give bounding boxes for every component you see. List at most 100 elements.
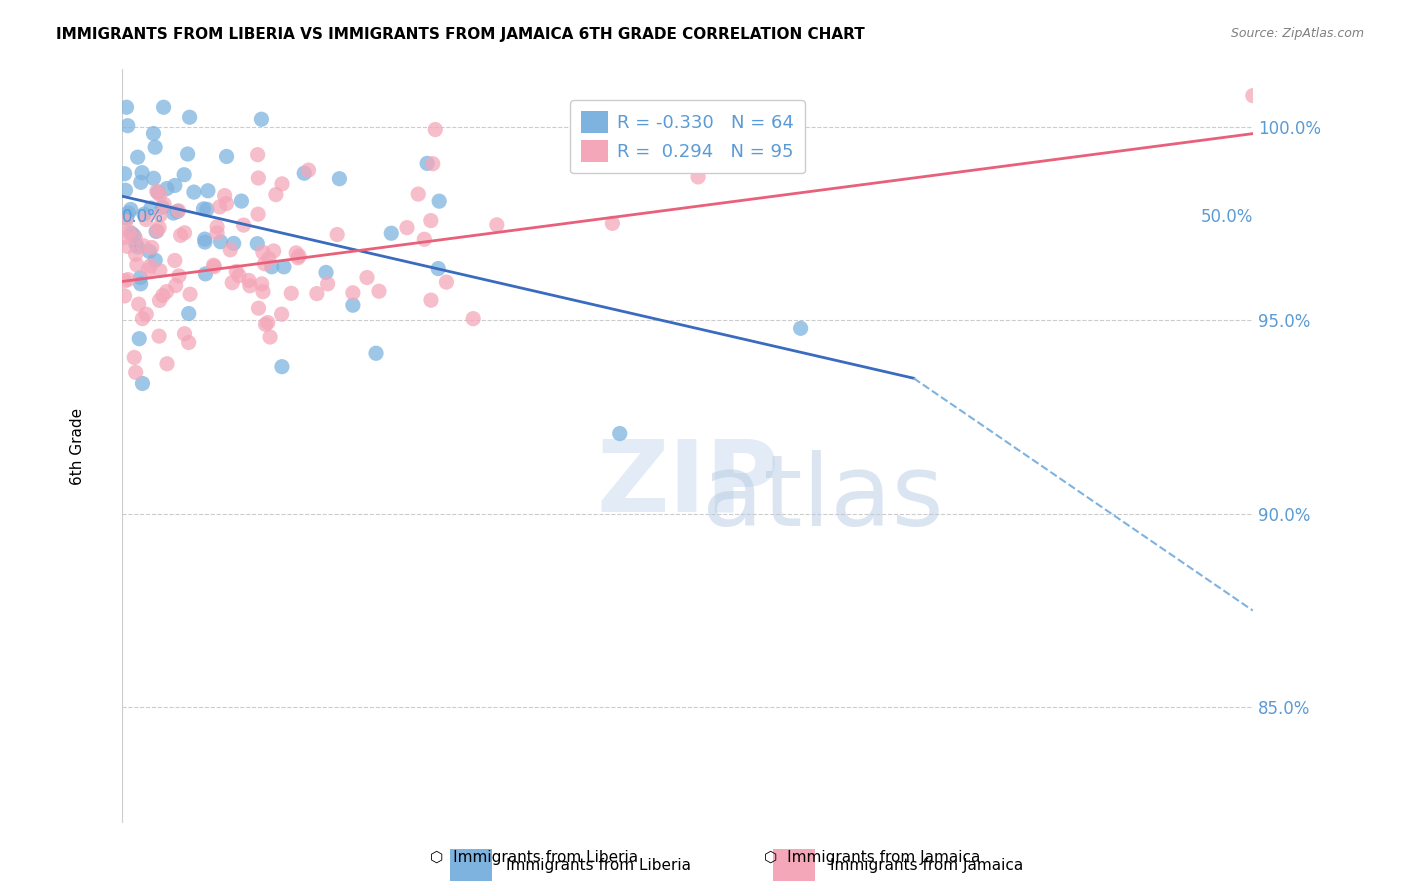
Immigrants from Jamaica: [285, 245, 308, 260]
Immigrants from Jamaica: [252, 285, 274, 299]
Immigrants from Liberia: [194, 267, 217, 281]
Immigrants from Liberia: [789, 321, 811, 335]
Immigrants from Jamaica: [165, 278, 187, 293]
Immigrants from Jamaica: [228, 268, 250, 283]
Text: ⬡  Immigrants from Jamaica: ⬡ Immigrants from Jamaica: [763, 850, 980, 865]
Immigrants from Jamaica: [173, 226, 195, 240]
Immigrants from Jamaica: [114, 230, 136, 244]
Immigrants from Liberia: [427, 261, 450, 276]
Immigrants from Jamaica: [287, 251, 309, 265]
Immigrants from Jamaica: [395, 220, 418, 235]
Immigrants from Jamaica: [148, 329, 170, 343]
Immigrants from Jamaica: [205, 226, 228, 240]
Immigrants from Jamaica: [149, 208, 172, 222]
Immigrants from Liberia: [138, 244, 160, 259]
Immigrants from Liberia: [173, 168, 195, 182]
Immigrants from Jamaica: [221, 276, 243, 290]
Immigrants from Jamaica: [253, 257, 276, 271]
Immigrants from Jamaica: [297, 163, 319, 178]
Immigrants from Jamaica: [247, 301, 270, 316]
Immigrants from Liberia: [416, 156, 439, 170]
Immigrants from Jamaica: [124, 365, 146, 379]
Immigrants from Liberia: [328, 171, 350, 186]
Immigrants from Liberia: [139, 201, 162, 215]
Immigrants from Liberia: [250, 112, 273, 127]
Immigrants from Liberia: [163, 178, 186, 193]
Immigrants from Jamaica: [202, 258, 225, 272]
Immigrants from Liberia: [117, 206, 139, 220]
Immigrants from Liberia: [122, 228, 145, 243]
Immigrants from Liberia: [145, 224, 167, 238]
Immigrants from Jamaica: [117, 272, 139, 286]
Immigrants from Jamaica: [149, 263, 172, 277]
Text: ZIP: ZIP: [596, 435, 779, 533]
Immigrants from Jamaica: [252, 245, 274, 260]
Immigrants from Liberia: [125, 237, 148, 252]
Immigrants from Jamaica: [239, 278, 262, 293]
Immigrants from Jamaica: [149, 187, 172, 202]
Immigrants from Jamaica: [139, 259, 162, 273]
Immigrants from Jamaica: [413, 232, 436, 246]
Immigrants from Jamaica: [238, 273, 260, 287]
Immigrants from Liberia: [194, 232, 217, 246]
Immigrants from Liberia: [273, 260, 295, 274]
Immigrants from Jamaica: [114, 289, 136, 303]
Immigrants from Jamaica: [167, 203, 190, 218]
Immigrants from Jamaica: [406, 187, 429, 202]
Immigrants from Liberia: [120, 202, 142, 217]
Immigrants from Jamaica: [124, 247, 146, 261]
Immigrants from Jamaica: [247, 207, 270, 221]
Immigrants from Liberia: [131, 376, 153, 391]
Immigrants from Liberia: [129, 175, 152, 189]
Immigrants from Jamaica: [463, 311, 485, 326]
Immigrants from Jamaica: [434, 275, 457, 289]
Immigrants from Liberia: [143, 140, 166, 154]
Immigrants from Jamaica: [169, 228, 191, 243]
Immigrants from Jamaica: [259, 330, 281, 344]
Immigrants from Liberia: [609, 426, 631, 441]
Immigrants from Jamaica: [135, 307, 157, 321]
Immigrants from Jamaica: [368, 284, 391, 298]
Immigrants from Jamaica: [117, 239, 139, 253]
Immigrants from Liberia: [260, 260, 283, 274]
Immigrants from Jamaica: [125, 258, 148, 272]
Immigrants from Jamaica: [422, 157, 444, 171]
Immigrants from Jamaica: [146, 224, 169, 238]
Immigrants from Jamaica: [219, 243, 242, 257]
Immigrants from Jamaica: [425, 122, 447, 136]
Immigrants from Liberia: [146, 186, 169, 200]
Text: 6th Grade: 6th Grade: [70, 408, 84, 484]
Immigrants from Liberia: [117, 119, 139, 133]
Text: ⬡  Immigrants from Liberia: ⬡ Immigrants from Liberia: [430, 850, 638, 865]
Text: Source: ZipAtlas.com: Source: ZipAtlas.com: [1230, 27, 1364, 40]
Immigrants from Jamaica: [122, 351, 145, 365]
Immigrants from Jamaica: [114, 274, 136, 288]
Immigrants from Jamaica: [205, 219, 228, 234]
Text: 0.0%: 0.0%: [122, 208, 165, 227]
Immigrants from Jamaica: [419, 213, 441, 227]
Immigrants from Jamaica: [1241, 88, 1264, 103]
Immigrants from Liberia: [427, 194, 450, 209]
Immigrants from Jamaica: [686, 169, 709, 184]
Immigrants from Jamaica: [152, 288, 174, 302]
Immigrants from Liberia: [131, 166, 153, 180]
Immigrants from Jamaica: [250, 277, 273, 291]
Immigrants from Liberia: [176, 147, 198, 161]
Immigrants from Liberia: [177, 307, 200, 321]
Immigrants from Liberia: [222, 236, 245, 251]
Immigrants from Jamaica: [208, 200, 231, 214]
Immigrants from Jamaica: [214, 188, 236, 202]
Immigrants from Liberia: [142, 127, 165, 141]
Immigrants from Jamaica: [173, 326, 195, 341]
Immigrants from Jamaica: [257, 252, 280, 266]
Immigrants from Jamaica: [146, 184, 169, 198]
Immigrants from Liberia: [121, 227, 143, 241]
Immigrants from Liberia: [127, 150, 149, 164]
Immigrants from Jamaica: [246, 147, 269, 161]
Immigrants from Jamaica: [118, 225, 141, 239]
Immigrants from Jamaica: [326, 227, 349, 242]
Immigrants from Liberia: [114, 183, 136, 197]
Immigrants from Jamaica: [179, 287, 201, 301]
Immigrants from Liberia: [115, 211, 138, 226]
Immigrants from Jamaica: [202, 260, 225, 274]
